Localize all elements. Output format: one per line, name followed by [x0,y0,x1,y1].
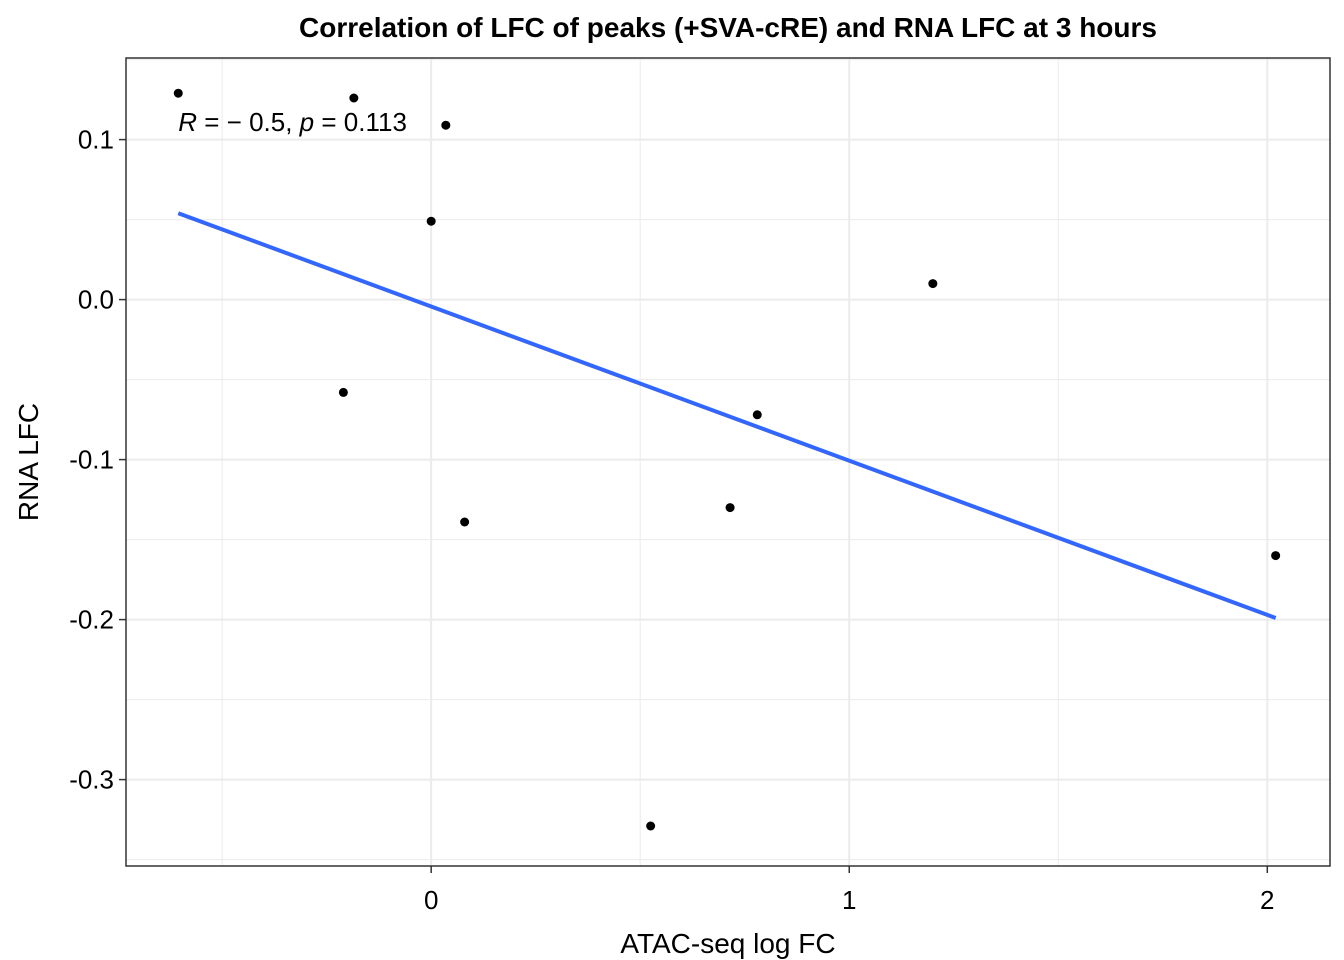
x-tick-label: 1 [842,885,856,915]
x-tick-label: 0 [424,885,438,915]
data-point [646,821,656,831]
data-point [460,517,470,527]
y-tick-label: -0.3 [69,765,114,795]
y-tick-label: 0.1 [78,125,114,155]
data-point [1271,551,1281,561]
regression-line-group [177,211,1277,620]
x-axis-ticks: 0 1 2 [424,866,1275,915]
data-points [173,88,1281,831]
y-axis-title: RNA LFC [13,403,44,521]
x-tick-label: 2 [1260,885,1274,915]
chart-title: Correlation of LFC of peaks (+SVA-cRE) a… [299,12,1157,43]
x-axis-title: ATAC-seq log FC [620,928,835,959]
regression-line [177,211,1277,620]
correlation-annotation-group: R = − 0.5, p = 0.113 [178,107,407,137]
annotation-r-value: = − 0.5, [197,107,300,137]
correlation-annotation: R = − 0.5, p = 0.113 [178,107,407,137]
y-tick-label: -0.2 [69,605,114,635]
annotation-r-symbol: R [178,107,197,137]
y-tick-label: 0.0 [78,285,114,315]
panel-border [125,57,1331,867]
data-point [426,216,436,226]
annotation-p-symbol: p [299,107,314,137]
grid-lines [126,58,1330,866]
data-point [338,387,348,397]
data-point [752,410,762,420]
annotation-p-value: = 0.113 [314,107,407,137]
y-axis-ticks: 0.1 0.0 -0.1 -0.2 -0.3 [69,125,126,795]
y-tick-label: -0.1 [69,445,114,475]
data-point [725,503,735,513]
data-point [928,279,938,289]
data-point [349,93,359,103]
data-point [173,88,183,98]
data-point [441,120,451,130]
